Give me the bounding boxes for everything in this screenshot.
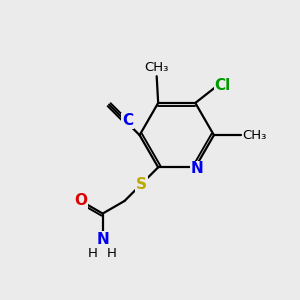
Text: C: C	[122, 113, 133, 128]
Text: O: O	[74, 193, 87, 208]
Text: S: S	[136, 177, 147, 192]
Text: Cl: Cl	[214, 78, 231, 93]
Text: CH₃: CH₃	[242, 129, 266, 142]
Text: N: N	[96, 232, 109, 247]
Text: H: H	[107, 248, 117, 260]
Text: H: H	[88, 248, 98, 260]
Text: N: N	[190, 161, 203, 176]
Text: CH₃: CH₃	[145, 61, 169, 74]
